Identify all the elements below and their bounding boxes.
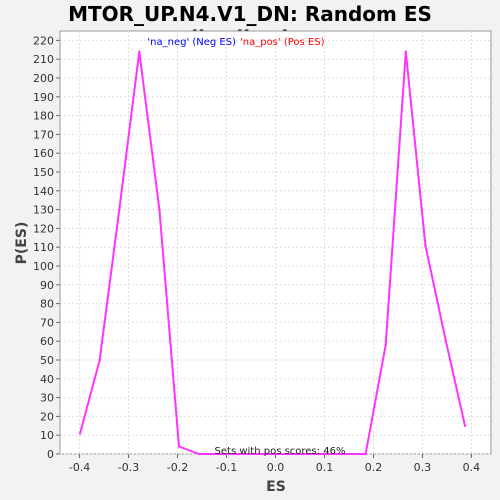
data-point — [277, 452, 280, 456]
x-tick-label: -0.4 — [69, 461, 90, 474]
x-axis-ticks: -0.4 -0.3 -0.2 -0.1 0.0 0.1 0.2 0.3 0.4 — [69, 454, 480, 474]
x-tick-label: 0.1 — [316, 461, 334, 474]
x-tick-label: 0.2 — [365, 461, 383, 474]
y-tick-label: 90 — [40, 279, 54, 292]
x-tick-label: -0.2 — [167, 461, 188, 474]
series-layer — [78, 50, 467, 456]
data-point — [197, 452, 201, 456]
data-point — [356, 452, 359, 456]
x-tick-label: -0.3 — [118, 461, 139, 474]
data-point — [444, 338, 447, 341]
y-tick-label: 0 — [47, 448, 54, 461]
data-point — [118, 204, 121, 208]
x-tick-label: 0.3 — [414, 461, 432, 474]
y-tick-label: 220 — [33, 34, 54, 47]
y-tick-label: 210 — [33, 53, 54, 66]
y-tick-label: 180 — [33, 110, 54, 123]
y-tick-label: 70 — [40, 316, 54, 329]
data-point — [463, 424, 467, 427]
data-point — [404, 50, 407, 53]
data-point — [257, 452, 260, 456]
data-point — [177, 445, 181, 448]
y-tick-label: 30 — [40, 392, 54, 405]
y-tick-label: 190 — [33, 91, 54, 104]
data-point — [364, 452, 367, 456]
y-tick-label: 40 — [40, 373, 54, 386]
y-tick-label: 100 — [33, 260, 54, 273]
x-axis-label: ES — [266, 479, 286, 495]
data-point — [138, 50, 141, 53]
data-point — [78, 432, 82, 435]
data-point — [217, 452, 220, 456]
x-tick-label: 0.4 — [463, 461, 481, 474]
y-tick-label: 110 — [33, 241, 54, 254]
grid-lines — [60, 31, 491, 455]
y-tick-label: 20 — [40, 410, 54, 423]
y-tick-label: 170 — [33, 128, 54, 141]
data-point — [296, 452, 300, 456]
legend-pos: 'na_pos' (Pos ES) — [240, 37, 325, 48]
y-tick-label: 160 — [33, 147, 54, 160]
data-point — [384, 343, 387, 347]
y-tick-label: 130 — [33, 204, 54, 217]
data-point — [237, 452, 240, 456]
y-tick-label: 50 — [40, 354, 54, 367]
data-point — [98, 358, 101, 362]
x-tick-label: 0.0 — [267, 461, 285, 474]
y-tick-label: 60 — [40, 335, 54, 348]
data-point — [158, 208, 161, 211]
y-axis-label: P(ES) — [14, 222, 30, 265]
plot-background — [59, 30, 492, 455]
data-point — [424, 244, 427, 247]
data-point — [336, 452, 339, 456]
y-tick-label: 200 — [33, 72, 54, 85]
y-tick-label: 10 — [40, 429, 54, 442]
data-point — [316, 452, 320, 456]
y-tick-label: 140 — [33, 185, 54, 198]
y-tick-label: 120 — [33, 222, 54, 235]
legend-neg: 'na_neg' (Neg ES) — [147, 37, 236, 48]
y-tick-label: 80 — [40, 298, 54, 311]
annotation-pos-scores: Sets with pos scores: 46% — [215, 446, 346, 457]
y-axis-ticks: 0 10 20 30 40 50 60 70 80 90 100 110 120 130 140 150 160… — [33, 34, 60, 461]
x-tick-label: -0.1 — [216, 461, 237, 474]
y-tick-label: 150 — [33, 166, 54, 179]
